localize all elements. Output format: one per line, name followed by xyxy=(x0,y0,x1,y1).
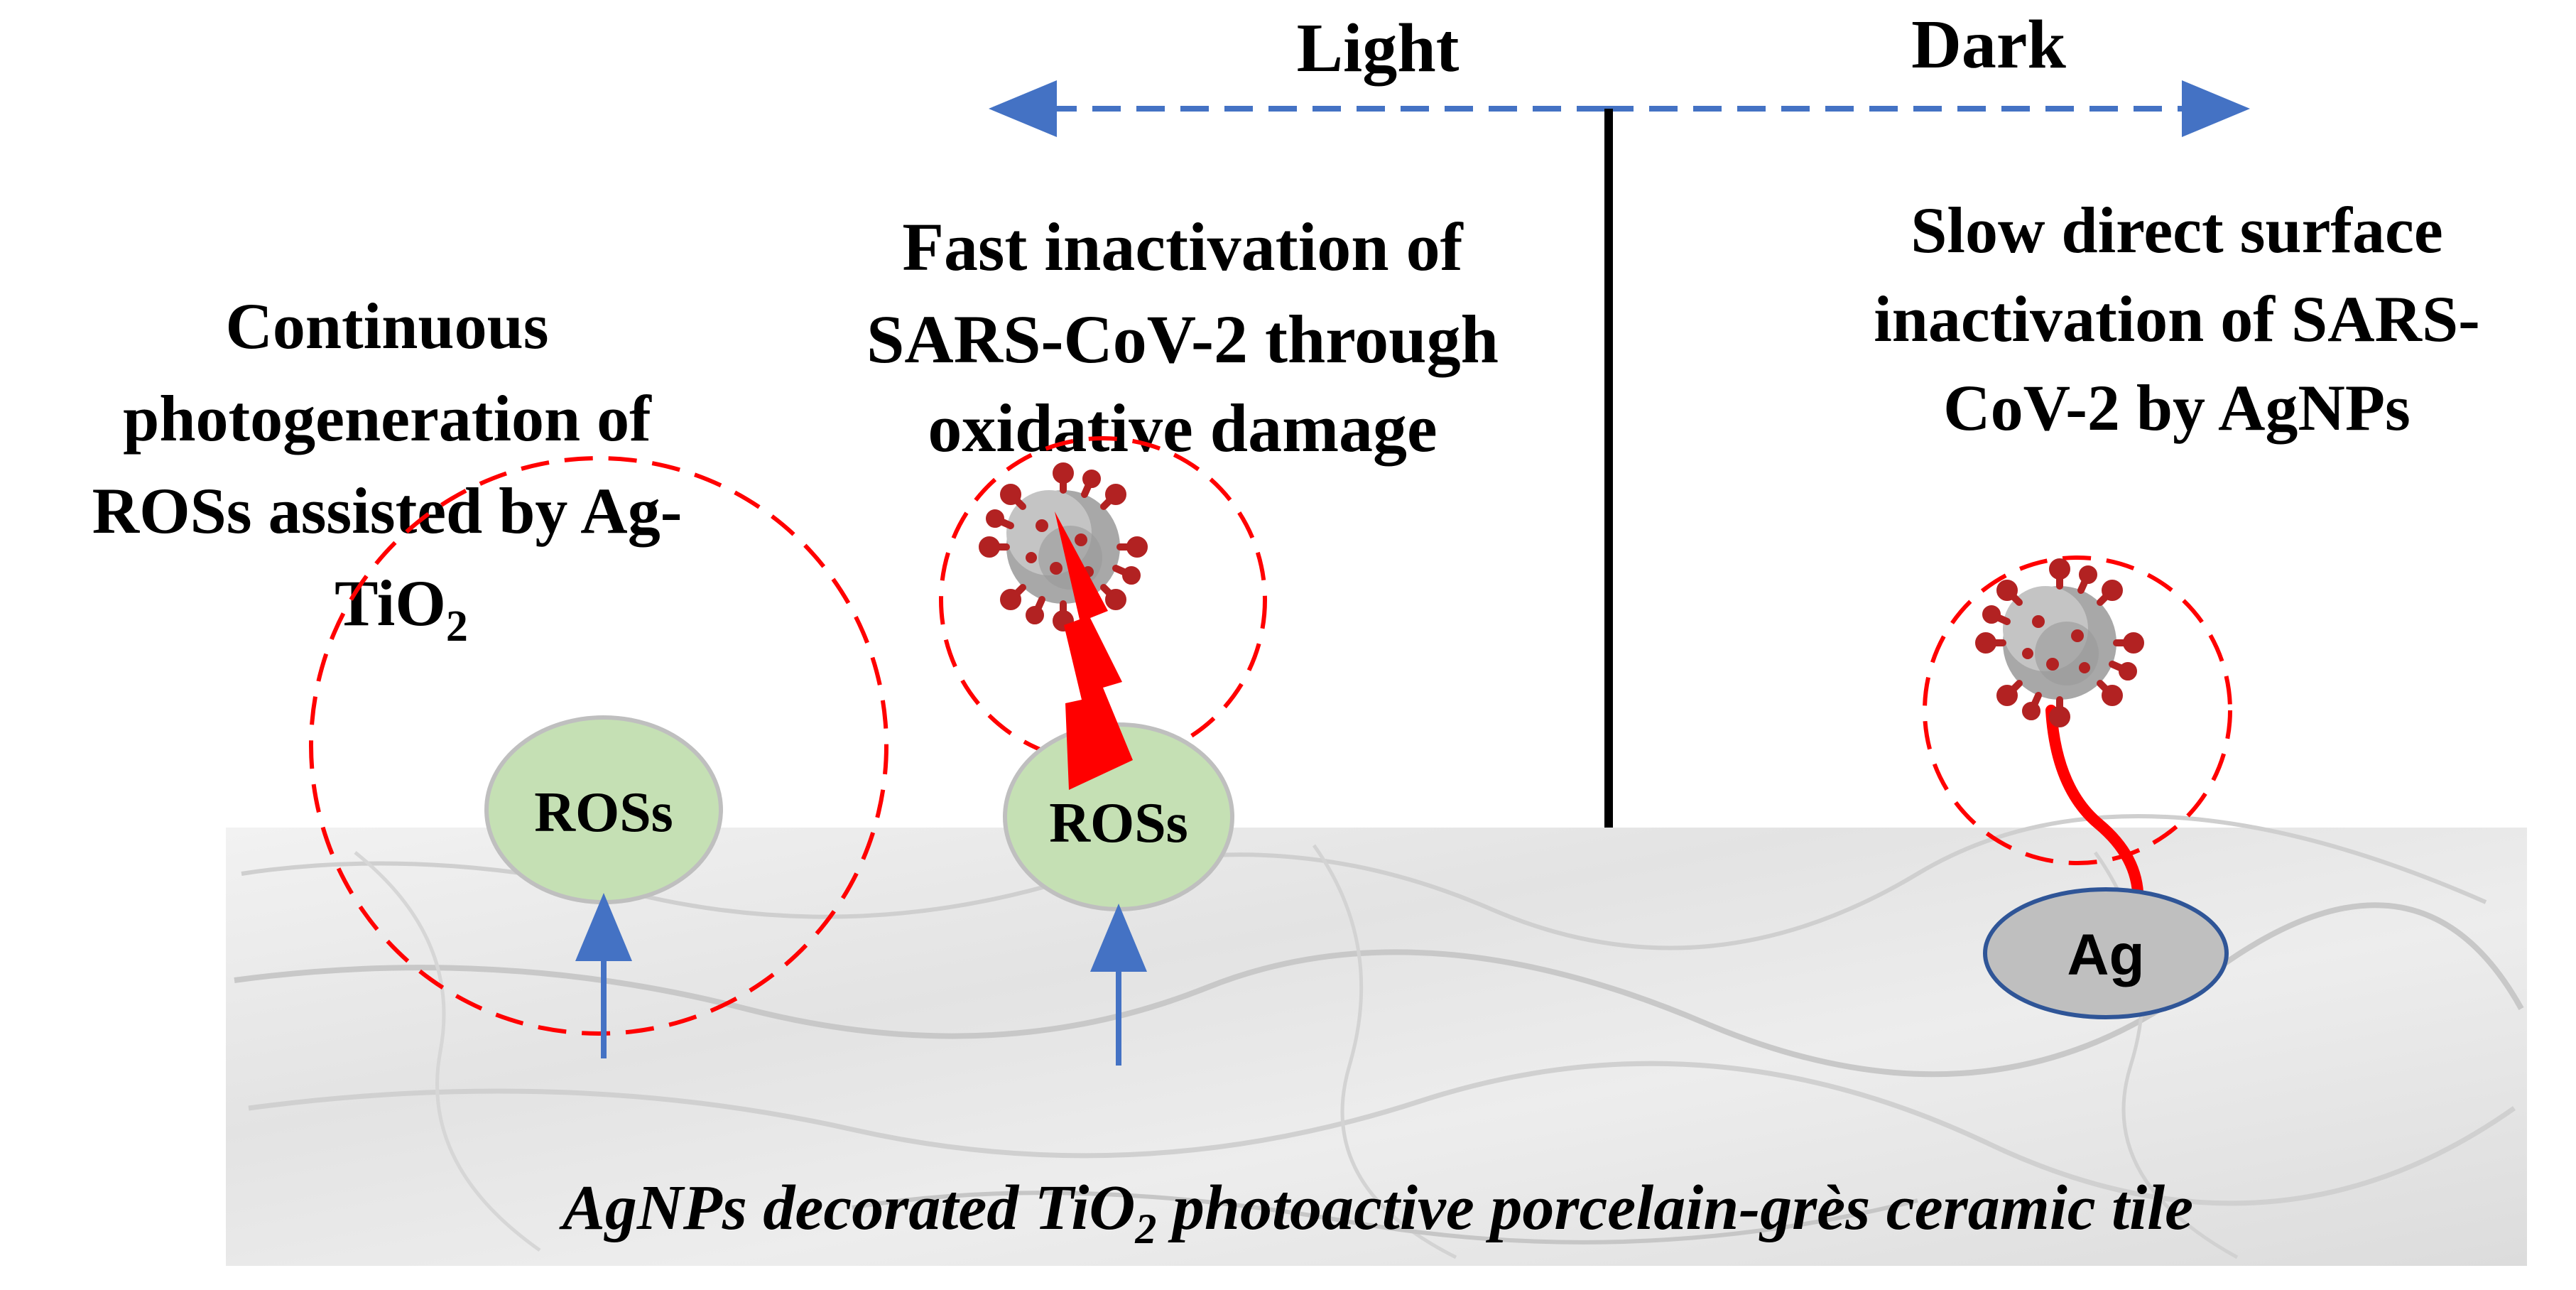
inactivation-zone-right xyxy=(1923,555,2232,865)
left-panel-line-1: Continuous xyxy=(225,290,548,362)
ros-label-middle: ROSs xyxy=(1049,792,1188,855)
virus-icon-right xyxy=(1975,558,2144,727)
middle-panel-line-2: SARS-CoV-2 through xyxy=(866,301,1499,377)
light-label: Light xyxy=(1297,10,1460,87)
substrate-caption-part2: photoactive porcelain-grès ceramic tile xyxy=(1156,1173,2193,1243)
right-panel: Slow direct surface inactivation of SARS… xyxy=(1090,194,2480,1066)
substrate-caption-subscript: 2 xyxy=(1134,1205,1156,1252)
virus-icon-middle xyxy=(979,462,1148,632)
right-panel-line-3: CoV-2 by AgNPs xyxy=(1943,372,2411,444)
left-panel-line-4-subscript: 2 xyxy=(446,602,468,651)
middle-panel-line-3: oxidative damage xyxy=(928,390,1437,466)
middle-panel: Fast inactivation of SARS-CoV-2 through … xyxy=(866,209,1499,911)
oxidative-damage-bolt xyxy=(1055,511,1133,790)
ag-label: Ag xyxy=(2067,923,2144,987)
ros-influence-zone-left xyxy=(309,456,888,1036)
right-panel-line-1: Slow direct surface xyxy=(1911,194,2442,266)
left-panel: Continuous photogeneration of ROSs assis… xyxy=(92,290,888,1058)
middle-panel-line-1: Fast inactivation of xyxy=(902,209,1463,285)
virus-tether xyxy=(2045,705,2144,911)
inactivation-zone-middle xyxy=(939,436,1267,764)
left-panel-line-3: ROSs assisted by Ag- xyxy=(92,475,683,547)
dark-label: Dark xyxy=(1911,6,2066,83)
left-panel-line-4: TiO2 xyxy=(335,567,468,651)
left-panel-line-2: photogeneration of xyxy=(123,382,652,455)
right-panel-line-2: inactivation of SARS- xyxy=(1874,283,2480,355)
left-panel-line-4-text: TiO xyxy=(335,567,446,639)
substrate-caption: AgNPs decorated TiO2 photoactive porcela… xyxy=(559,1173,2193,1252)
substrate-caption-part1: AgNPs decorated TiO xyxy=(559,1173,1136,1243)
ag-nanoparticle xyxy=(1983,887,2229,1019)
ros-label-left: ROSs xyxy=(534,781,673,844)
